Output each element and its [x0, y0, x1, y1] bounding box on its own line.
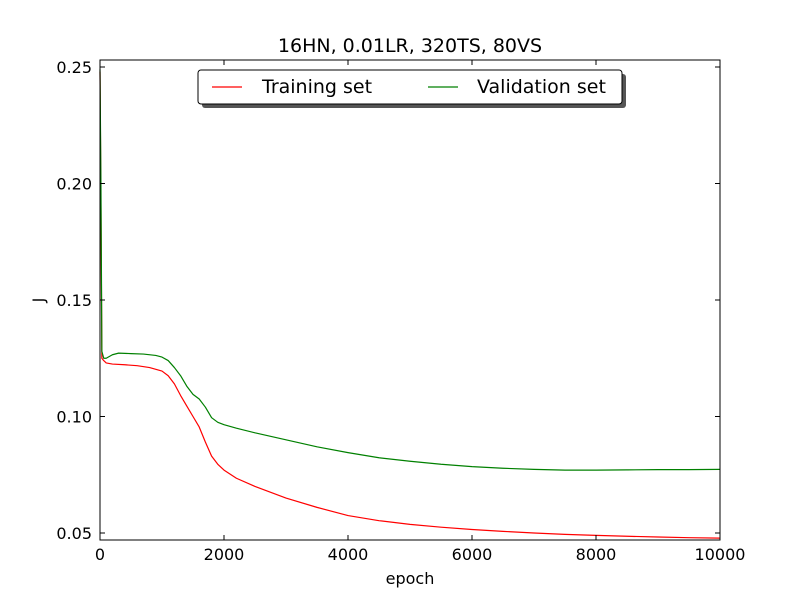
- x-tick-label: 0: [95, 545, 105, 564]
- x-tick-label: 6000: [452, 545, 493, 564]
- y-tick-label: 0.20: [56, 174, 92, 193]
- y-tick-label: 0.10: [56, 408, 92, 427]
- ticks-layer: 0 2000 4000 6000 8000 10000 0.05 0.10 0.15 0.20 0.…: [56, 58, 745, 564]
- x-axis-label: epoch: [386, 569, 435, 588]
- x-tick-label: 2000: [204, 545, 245, 564]
- x-tick-label: 8000: [576, 545, 617, 564]
- y-tick-label: 0.15: [56, 291, 92, 310]
- y-tick-label: 0.25: [56, 58, 92, 77]
- series-layer: [99, 69, 721, 539]
- x-tick-label: 4000: [328, 545, 369, 564]
- series-line-training: [99, 71, 721, 539]
- y-axis-label: J: [29, 298, 48, 304]
- plot-frame: [99, 59, 721, 541]
- legend: Training set Validation set: [197, 69, 626, 108]
- chart-title: 16HN, 0.01LR, 320TS, 80VS: [278, 35, 542, 57]
- legend-box: [197, 69, 623, 105]
- series-line-validation: [99, 69, 721, 471]
- legend-label-training: Training set: [261, 76, 372, 98]
- y-tick-label: 0.05: [56, 524, 92, 543]
- x-tick-label: 10000: [695, 545, 746, 564]
- legend-label-validation: Validation set: [477, 76, 606, 98]
